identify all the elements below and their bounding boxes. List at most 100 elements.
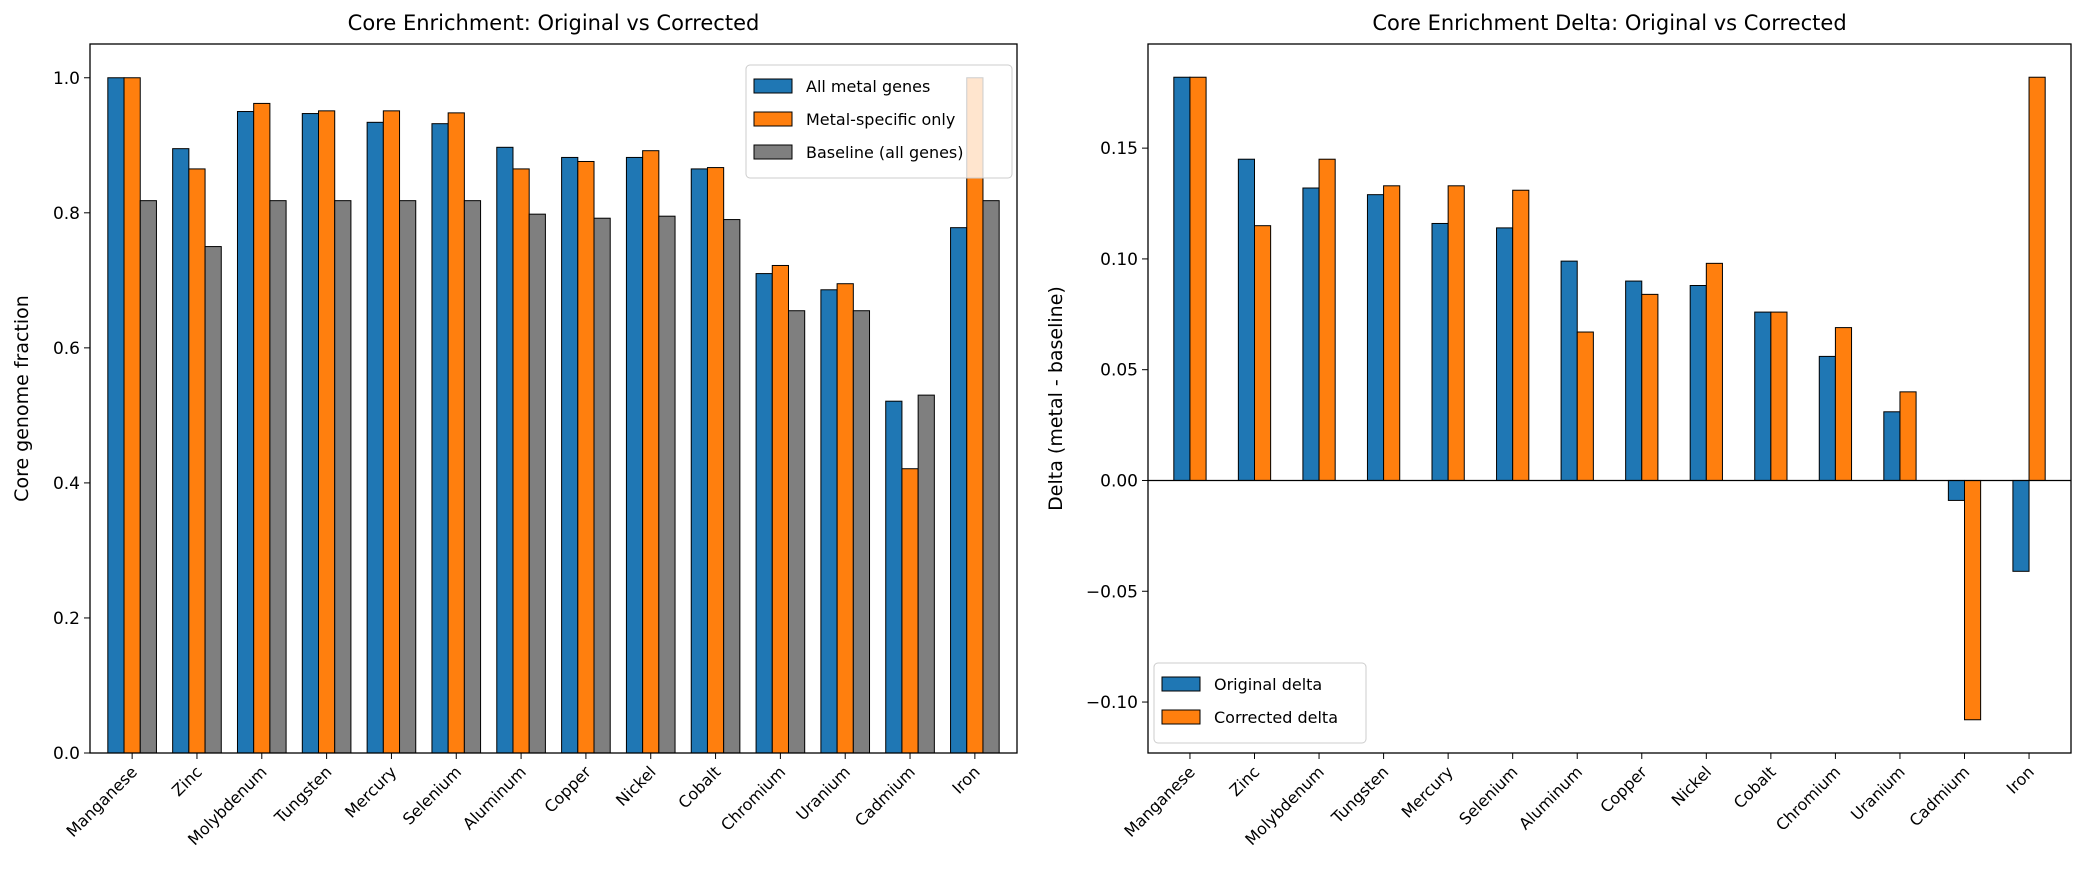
bar-uranium-0 <box>820 289 838 754</box>
x-tick-label: Chromium <box>1772 762 1844 834</box>
y-tick-label: 0.10 <box>1100 250 1138 270</box>
bar-copper-1 <box>1641 293 1659 481</box>
bar-copper-2 <box>593 217 611 754</box>
x-tick-label: Tungsten <box>1327 762 1392 827</box>
bar-cadmium-1 <box>1964 479 1982 721</box>
bar-iron-0 <box>2012 479 2030 572</box>
bar-selenium-1 <box>1512 189 1530 481</box>
bar-tungsten-0 <box>301 113 320 754</box>
y-tick-label: 0.8 <box>53 204 80 224</box>
bar-chromium-0 <box>755 273 773 754</box>
chart-title: Core Enrichment Delta: Original vs Corre… <box>1372 11 1846 35</box>
bar-cobalt-2 <box>723 219 741 754</box>
x-tick-label: Uranium <box>1847 762 1909 824</box>
bar-cadmium-2 <box>917 394 935 754</box>
x-tick-label: Aluminum <box>459 762 530 833</box>
bar-tungsten-1 <box>1383 185 1401 481</box>
bar-selenium-2 <box>463 200 482 754</box>
x-tick-label: Tungsten <box>270 762 335 827</box>
bar-aluminum-0 <box>496 146 514 754</box>
y-tick-label: 1.0 <box>53 69 80 89</box>
bar-manganese-0 <box>1173 76 1191 481</box>
chart-title: Core Enrichment: Original vs Corrected <box>348 11 760 35</box>
x-tick-label: Cadmium <box>851 762 919 830</box>
x-tick-label: Copper <box>1596 762 1651 817</box>
y-axis-label: Core genome fraction <box>11 295 33 502</box>
x-tick-label: Manganese <box>63 762 141 840</box>
y-tick-label: 0.00 <box>1100 471 1138 491</box>
bar-cobalt-1 <box>706 167 725 754</box>
bar-nickel-1 <box>642 150 660 754</box>
bar-chromium-0 <box>1818 355 1836 481</box>
bar-mercury-1 <box>382 110 401 754</box>
bar-uranium-0 <box>1883 411 1901 481</box>
x-tick-label: Cadmium <box>1906 762 1974 830</box>
bar-molybdenum-1 <box>253 102 271 754</box>
bar-zinc-1 <box>1254 225 1272 481</box>
bar-mercury-2 <box>399 200 417 754</box>
bar-aluminum-1 <box>512 168 530 754</box>
x-tick-label: Nickel <box>612 762 660 810</box>
x-tick-label: Selenium <box>1455 762 1521 828</box>
legend-swatch <box>753 144 793 160</box>
bar-manganese-0 <box>107 77 125 754</box>
bar-aluminum-0 <box>1560 260 1578 481</box>
bar-manganese-1 <box>123 77 141 754</box>
y-tick-label: 0.05 <box>1100 361 1138 381</box>
bar-cadmium-0 <box>885 400 903 754</box>
axes-frame <box>89 43 1018 754</box>
bar-tungsten-0 <box>1366 194 1385 481</box>
bar-cadmium-0 <box>1947 479 1966 501</box>
bar-molybdenum-1 <box>1318 158 1336 481</box>
bar-iron-2 <box>982 200 1000 754</box>
bar-nickel-2 <box>658 215 676 754</box>
bar-uranium-1 <box>836 283 854 754</box>
bar-zinc-1 <box>188 168 206 754</box>
bar-zinc-0 <box>172 148 190 754</box>
y-tick-label: 0.15 <box>1100 139 1138 159</box>
x-tick-label: Selenium <box>399 762 465 828</box>
bar-molybdenum-0 <box>236 111 255 754</box>
x-tick-label: Iron <box>948 762 983 797</box>
x-tick-label: Manganese <box>1120 762 1198 840</box>
legend-swatch <box>1161 709 1201 725</box>
bar-zinc-2 <box>204 246 222 754</box>
legend-swatch <box>753 111 793 127</box>
bar-mercury-1 <box>1447 185 1465 481</box>
legend-label: Corrected delta <box>1214 708 1338 727</box>
legend-label: Baseline (all genes) <box>806 143 964 162</box>
bar-aluminum-2 <box>528 213 546 754</box>
bar-manganese-1 <box>1189 76 1207 481</box>
bar-selenium-0 <box>431 123 449 754</box>
legend-label: Metal-specific only <box>806 110 955 129</box>
bar-cobalt-1 <box>1770 311 1788 481</box>
x-tick-label: Chromium <box>717 762 789 834</box>
bar-mercury-0 <box>366 121 384 754</box>
x-tick-label: Mercury <box>341 762 400 821</box>
bar-manganese-2 <box>139 200 157 754</box>
bar-iron-1 <box>966 77 984 754</box>
bar-aluminum-1 <box>1576 331 1594 481</box>
bar-copper-0 <box>561 156 579 754</box>
legend-label: Original delta <box>1214 675 1322 694</box>
bar-chromium-1 <box>1834 327 1853 481</box>
bar-nickel-0 <box>1689 285 1707 481</box>
bar-selenium-1 <box>447 112 465 754</box>
x-tick-label: Iron <box>2003 762 2038 797</box>
bar-tungsten-1 <box>318 110 336 754</box>
bar-cobalt-0 <box>690 168 708 754</box>
axes-frame <box>1147 43 2072 754</box>
bar-uranium-1 <box>1899 391 1917 481</box>
y-tick-label: 0.0 <box>53 744 80 764</box>
legend-label: All metal genes <box>806 77 930 96</box>
bar-copper-0 <box>1625 280 1643 481</box>
legend-swatch <box>1161 676 1201 692</box>
bar-chromium-1 <box>771 264 789 754</box>
bar-iron-1 <box>2028 76 2046 481</box>
bar-uranium-2 <box>852 310 871 754</box>
y-tick-label: 0.6 <box>53 339 80 359</box>
y-axis-label: Delta (metal - baseline) <box>1045 286 1067 511</box>
bar-molybdenum-2 <box>269 200 287 754</box>
x-tick-label: Zinc <box>1226 762 1264 800</box>
x-tick-label: Cobalt <box>1730 762 1780 812</box>
